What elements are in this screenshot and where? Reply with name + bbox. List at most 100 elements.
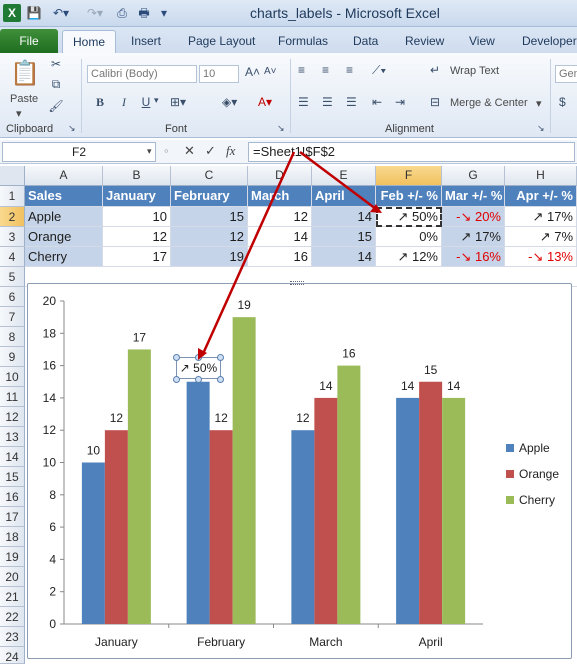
row-header[interactable]: 14: [0, 447, 25, 467]
selection-handle[interactable]: [195, 354, 202, 361]
formula-input[interactable]: =Sheet1!$F$2: [248, 142, 575, 162]
row-header[interactable]: 6: [0, 287, 25, 307]
table-header-cell[interactable]: April: [312, 186, 376, 207]
row-header[interactable]: 23: [0, 627, 25, 647]
clipboard-launcher-icon[interactable]: ↘: [68, 123, 76, 133]
accounting-format-icon[interactable]: $: [559, 95, 566, 109]
save-icon[interactable]: 💾: [26, 6, 42, 20]
selected-cell-f2[interactable]: ↗ 50%: [376, 207, 442, 227]
merge-dropdown-icon[interactable]: ▾: [536, 98, 542, 110]
table-cell[interactable]: ↗ 12%: [376, 247, 442, 267]
table-cell[interactable]: -↘ 13%: [505, 247, 577, 267]
wrap-text-button[interactable]: Wrap Text: [450, 65, 500, 77]
row-header[interactable]: 18: [0, 527, 25, 547]
table-cell[interactable]: 15: [171, 207, 248, 227]
font-size-box[interactable]: 10: [199, 65, 239, 83]
formula-bar-splitter-icon[interactable]: ◦: [164, 143, 169, 158]
tab-review[interactable]: Review: [405, 34, 445, 48]
row-header[interactable]: 21: [0, 587, 25, 607]
italic-button[interactable]: I: [122, 95, 126, 109]
row-header[interactable]: 17: [0, 507, 25, 527]
table-header-cell[interactable]: February: [171, 186, 248, 207]
table-cell[interactable]: 12: [248, 207, 312, 227]
align-right-icon[interactable]: ☰: [346, 95, 357, 109]
name-box[interactable]: F2: [2, 142, 156, 162]
align-center-icon[interactable]: ☰: [322, 95, 333, 109]
row-header[interactable]: 12: [0, 407, 25, 427]
table-cell[interactable]: 0%: [376, 227, 442, 247]
selection-handle[interactable]: [195, 376, 202, 383]
row-header[interactable]: 10: [0, 367, 25, 387]
tab-view[interactable]: View: [469, 34, 495, 48]
alignment-launcher-icon[interactable]: ↘: [537, 123, 545, 133]
font-name-box[interactable]: Calibri (Body): [87, 65, 197, 83]
file-tab[interactable]: File: [0, 29, 58, 53]
column-header[interactable]: D: [248, 166, 312, 186]
name-box-dropdown-icon[interactable]: ▾: [147, 146, 152, 156]
column-header[interactable]: G: [442, 166, 505, 186]
row-header[interactable]: 7: [0, 307, 25, 327]
align-bottom-icon[interactable]: ≡: [346, 63, 354, 77]
paste-button[interactable]: Paste: [10, 93, 39, 105]
selection-handle[interactable]: [173, 376, 180, 383]
row-header[interactable]: 1: [0, 186, 25, 207]
tab-insert[interactable]: Insert: [131, 34, 162, 48]
table-cell[interactable]: ↗ 17%: [505, 207, 577, 227]
paste-dropdown-icon[interactable]: ▾: [16, 108, 22, 120]
table-cell[interactable]: ↗ 17%: [442, 227, 505, 247]
orientation-icon[interactable]: ⟋▾: [372, 63, 387, 77]
print-preview-icon[interactable]: ⎙: [117, 6, 127, 20]
underline-button[interactable]: U: [141, 95, 151, 109]
number-format-box[interactable]: Gen: [555, 65, 577, 83]
shrink-font-icon[interactable]: A˅: [264, 66, 277, 77]
merge-center-icon[interactable]: ⊟: [430, 95, 441, 109]
row-header[interactable]: 4: [0, 247, 25, 267]
column-header[interactable]: B: [103, 166, 171, 186]
align-top-icon[interactable]: ≡: [298, 63, 306, 77]
table-header-cell[interactable]: March: [248, 186, 312, 207]
table-cell[interactable]: 14: [312, 207, 376, 227]
wrap-text-icon[interactable]: ↵: [430, 63, 441, 77]
row-header[interactable]: 22: [0, 607, 25, 627]
table-cell[interactable]: 12: [103, 227, 171, 247]
enter-icon[interactable]: ✓: [205, 143, 216, 158]
increase-indent-icon[interactable]: ⇥: [395, 95, 406, 109]
table-cell[interactable]: 15: [312, 227, 376, 247]
selection-handle[interactable]: [217, 354, 224, 361]
row-header[interactable]: 15: [0, 467, 25, 487]
row-header[interactable]: 3: [0, 227, 25, 247]
row-header[interactable]: 24: [0, 647, 25, 664]
table-cell[interactable]: 14: [312, 247, 376, 267]
table-cell[interactable]: 17: [103, 247, 171, 267]
bold-button[interactable]: B: [95, 95, 104, 109]
tab-developer[interactable]: Developer: [522, 34, 577, 48]
selection-handle[interactable]: [217, 376, 224, 383]
table-cell[interactable]: -↘ 16%: [442, 247, 505, 267]
row-header[interactable]: 8: [0, 327, 25, 347]
row-header[interactable]: 11: [0, 387, 25, 407]
row-header[interactable]: 16: [0, 487, 25, 507]
font-launcher-icon[interactable]: ↘: [277, 123, 285, 133]
column-header[interactable]: F: [376, 166, 442, 186]
table-header-cell[interactable]: Apr +/- %: [505, 186, 577, 207]
table-cell[interactable]: -↘ 20%: [442, 207, 505, 227]
table-cell[interactable]: ↗ 7%: [505, 227, 577, 247]
cut-icon[interactable]: ✂: [50, 57, 62, 71]
font-color-icon[interactable]: A▾: [258, 95, 273, 109]
column-header[interactable]: A: [25, 166, 103, 186]
insert-function-button[interactable]: fx: [226, 143, 236, 158]
tab-page-layout[interactable]: Page Layout: [188, 34, 256, 48]
selection-handle[interactable]: [173, 354, 180, 361]
tab-home[interactable]: Home: [62, 30, 117, 53]
redo-icon[interactable]: ↷▾: [86, 6, 104, 20]
cancel-icon[interactable]: ✕: [184, 143, 195, 158]
tab-data[interactable]: Data: [353, 34, 379, 48]
align-middle-icon[interactable]: ≡: [322, 63, 330, 77]
table-cell[interactable]: 16: [248, 247, 312, 267]
table-cell[interactable]: 12: [171, 227, 248, 247]
row-header[interactable]: 9: [0, 347, 25, 367]
table-cell[interactable]: Orange: [25, 227, 103, 247]
underline-dropdown-icon[interactable]: ▾: [154, 95, 159, 105]
table-header-cell[interactable]: Mar +/- %: [442, 186, 505, 207]
table-cell[interactable]: 10: [103, 207, 171, 227]
